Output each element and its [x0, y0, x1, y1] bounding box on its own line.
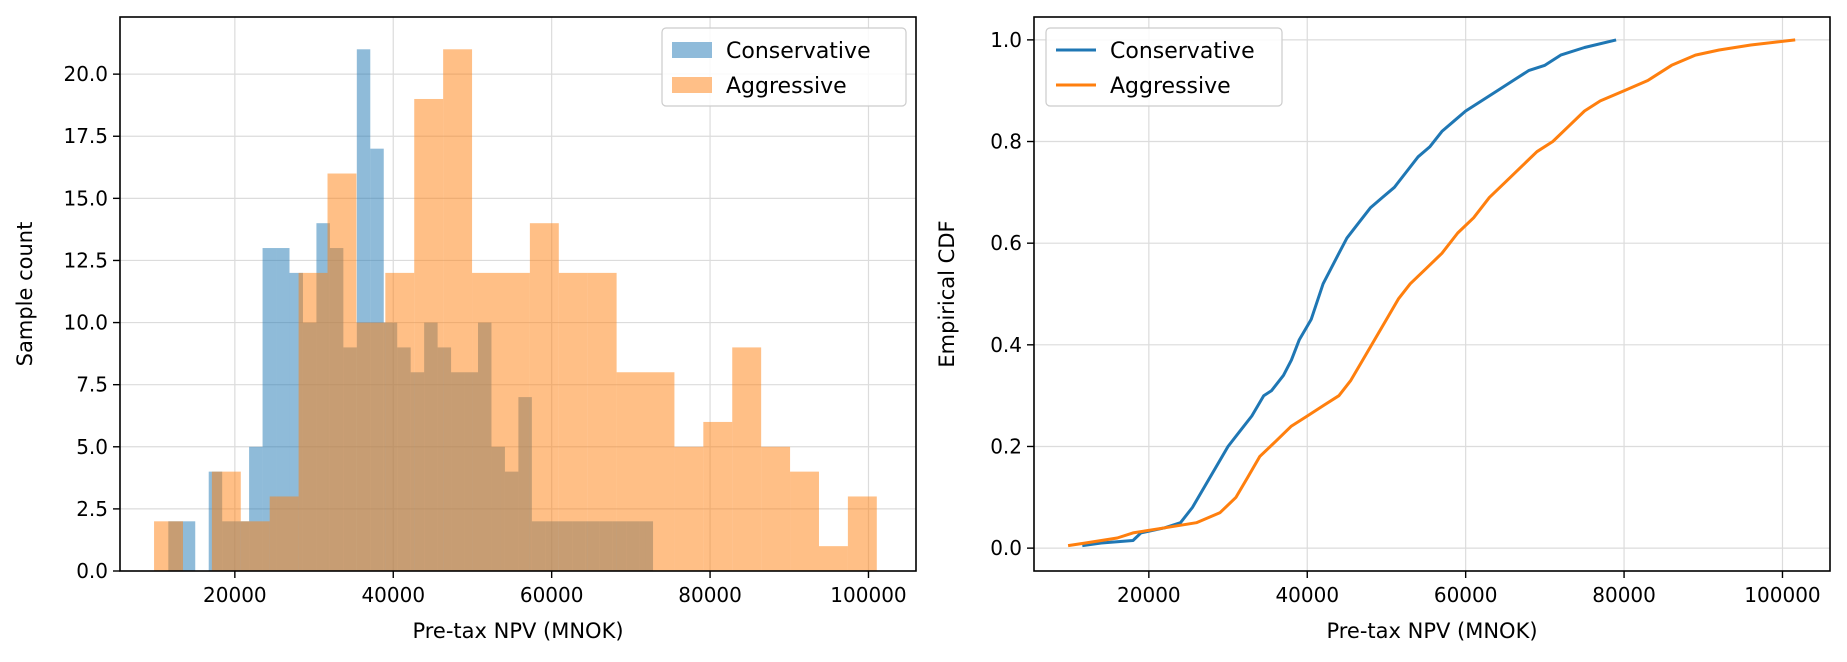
histogram-bar: [587, 272, 617, 571]
histogram-bar: [385, 272, 415, 571]
legend-box: [661, 27, 907, 107]
x-axis-label: Pre-tax NPV (MNOK): [1326, 619, 1537, 643]
x-tick-label: 60000: [1434, 583, 1498, 607]
legend-entry: Aggressive: [1110, 74, 1231, 99]
histogram-bar: [500, 272, 530, 571]
data-marks: [1067, 38, 1796, 548]
histogram-bar: [262, 248, 277, 572]
y-tick-label: 10.0: [63, 311, 108, 335]
legend: Conservative Aggressive: [661, 27, 907, 107]
legend-swatch: [672, 42, 712, 58]
x-tick-label: 100000: [1744, 583, 1820, 607]
histogram-bar: [790, 471, 819, 571]
histogram-bar: [847, 496, 877, 571]
cdf-panel: 20000 40000 60000 80000 100000 0.0 0.2 0.4 0.6 0.…: [935, 16, 1831, 643]
histogram-bar: [732, 347, 762, 571]
histogram-bar: [443, 49, 473, 572]
x-tick-label: 40000: [1275, 583, 1339, 607]
legend-entry: Aggressive: [726, 74, 847, 99]
histogram-bar: [211, 471, 241, 571]
data-marks: [154, 49, 877, 572]
cdf-line-aggressive: [1067, 38, 1796, 548]
legend-swatch: [672, 77, 712, 93]
series-aggressive: [154, 49, 877, 572]
histogram-bar: [558, 272, 588, 571]
legend-entry: Conservative: [1110, 39, 1255, 64]
x-tick-label: 60000: [520, 583, 584, 607]
histogram-bar: [181, 521, 196, 571]
y-tick-label: 0.6: [990, 231, 1022, 255]
y-tick-label: 12.5: [63, 248, 108, 272]
x-tick-label: 80000: [678, 583, 742, 607]
legend-box: [1045, 27, 1283, 107]
axes-frame: [119, 16, 917, 572]
histogram-bar: [240, 521, 270, 571]
y-tick-label: 0.0: [76, 559, 108, 583]
y-tick-label: 0.0: [990, 536, 1022, 560]
y-axis-label: Empirical CDF: [935, 220, 959, 367]
y-tick-label: 15.0: [63, 186, 108, 210]
histogram-bar: [298, 272, 328, 571]
y-tick-label: 1.0: [990, 28, 1022, 52]
histogram-panel: 20000 40000 60000 80000 100000 0.0 2.5 5.0 7.5 10…: [13, 16, 917, 643]
legend: Conservative Aggressive: [1045, 27, 1283, 107]
y-tick-label: 2.5: [76, 497, 108, 521]
y-tick-label: 0.4: [990, 333, 1022, 357]
histogram-bar: [529, 223, 559, 571]
y-tick-label: 0.8: [990, 130, 1022, 154]
x-tick-label: 20000: [203, 583, 267, 607]
histogram-bar: [269, 496, 299, 571]
legend-entry: Conservative: [726, 39, 871, 64]
x-tick-label: 80000: [1592, 583, 1656, 607]
histogram-bar: [761, 446, 791, 571]
y-tick-label: 17.5: [63, 124, 108, 148]
x-tick-label: 100000: [830, 583, 906, 607]
x-tick-label: 40000: [361, 583, 425, 607]
histogram-bar: [276, 248, 290, 572]
y-tick-label: 0.2: [990, 434, 1022, 458]
histogram-bar: [356, 322, 386, 571]
y-tick-label: 20.0: [63, 62, 108, 86]
axes-frame: [1033, 16, 1831, 572]
histogram-bar: [154, 521, 183, 571]
x-axis-label: Pre-tax NPV (MNOK): [412, 619, 623, 643]
histogram-bar: [674, 446, 704, 571]
histogram-bar: [703, 421, 733, 571]
histogram-bar: [327, 173, 357, 571]
y-axis-label: Sample count: [13, 222, 37, 367]
x-tick-label: 20000: [1117, 583, 1181, 607]
histogram-bar: [645, 372, 675, 571]
histogram-bar: [472, 272, 501, 571]
histogram-bar: [818, 546, 848, 571]
y-tick-label: 5.0: [76, 435, 108, 459]
histogram-bar: [616, 372, 646, 571]
cdf-line-conservative: [1082, 38, 1617, 548]
y-tick-label: 7.5: [76, 373, 108, 397]
histogram-bar: [414, 98, 444, 572]
